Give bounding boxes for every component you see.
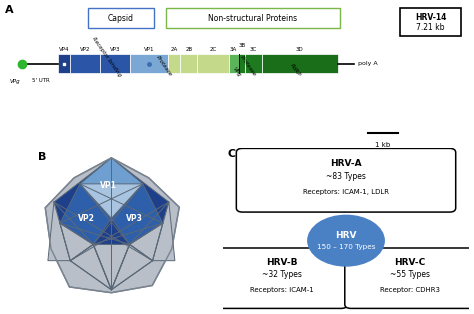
Polygon shape — [45, 158, 179, 293]
Bar — [70, 54, 100, 73]
Text: Receptors: ICAM-1: Receptors: ICAM-1 — [250, 287, 314, 293]
Text: VPg: VPg — [231, 66, 242, 78]
Text: 3D: 3D — [296, 46, 303, 51]
Text: RdRP: RdRP — [289, 63, 301, 78]
Text: VP2: VP2 — [80, 46, 90, 51]
Polygon shape — [93, 244, 129, 290]
Text: B: B — [37, 152, 46, 162]
Polygon shape — [60, 223, 93, 261]
Text: Receptor binding: Receptor binding — [91, 36, 122, 78]
FancyBboxPatch shape — [217, 248, 347, 308]
Polygon shape — [70, 261, 153, 290]
Text: 2C: 2C — [210, 46, 217, 51]
Text: C: C — [228, 149, 236, 159]
Text: HRV-B: HRV-B — [266, 258, 298, 267]
Polygon shape — [80, 158, 143, 218]
Text: VP2: VP2 — [78, 214, 94, 223]
Text: Receptor: CDHR3: Receptor: CDHR3 — [380, 287, 440, 293]
Text: 150 – 170 Types: 150 – 170 Types — [317, 244, 375, 250]
Bar — [245, 54, 262, 73]
Text: ~32 Types: ~32 Types — [262, 270, 302, 279]
Bar — [197, 54, 228, 73]
Text: ~83 Types: ~83 Types — [326, 172, 366, 181]
FancyBboxPatch shape — [165, 8, 340, 28]
Polygon shape — [60, 184, 111, 244]
Circle shape — [308, 215, 384, 266]
FancyBboxPatch shape — [88, 8, 154, 28]
Polygon shape — [48, 202, 70, 261]
Text: Protease: Protease — [239, 55, 257, 78]
Text: 5' UTR: 5' UTR — [32, 78, 49, 83]
Text: VP1: VP1 — [144, 46, 154, 51]
Text: 3C: 3C — [250, 46, 257, 51]
Text: ~55 Types: ~55 Types — [390, 270, 430, 279]
Text: 1 kb: 1 kb — [375, 142, 391, 148]
Text: A: A — [5, 5, 13, 14]
Polygon shape — [111, 184, 163, 244]
Text: VP3: VP3 — [126, 214, 143, 223]
Text: HRV-A: HRV-A — [330, 159, 362, 168]
Polygon shape — [111, 244, 153, 290]
Text: Capsid: Capsid — [108, 14, 134, 23]
Polygon shape — [153, 202, 175, 261]
FancyBboxPatch shape — [237, 149, 456, 212]
Text: 2B: 2B — [185, 46, 192, 51]
Bar — [262, 54, 337, 73]
Text: VPg: VPg — [9, 79, 20, 84]
Text: poly A: poly A — [358, 61, 377, 66]
Bar — [58, 54, 70, 73]
Text: 3B: 3B — [238, 43, 246, 48]
Text: VP4: VP4 — [59, 46, 69, 51]
Text: 2A: 2A — [171, 46, 178, 51]
Text: HRV: HRV — [335, 230, 357, 240]
Bar — [168, 54, 181, 73]
Text: HRV-14: HRV-14 — [415, 13, 446, 22]
Bar — [181, 54, 197, 73]
Polygon shape — [54, 158, 169, 261]
Text: VP1: VP1 — [100, 181, 117, 190]
Text: 3A: 3A — [230, 46, 237, 51]
Bar — [100, 54, 130, 73]
Bar — [228, 54, 239, 73]
Text: Protease: Protease — [155, 55, 173, 78]
Polygon shape — [80, 184, 143, 218]
Bar — [130, 54, 168, 73]
Text: Receptors: ICAM-1, LDLR: Receptors: ICAM-1, LDLR — [303, 189, 389, 195]
Polygon shape — [129, 223, 163, 261]
FancyBboxPatch shape — [345, 248, 474, 308]
Text: VP3: VP3 — [109, 46, 120, 51]
Bar — [239, 54, 245, 73]
Polygon shape — [70, 244, 111, 290]
FancyBboxPatch shape — [400, 8, 461, 35]
Text: Non-structural Proteins: Non-structural Proteins — [209, 14, 298, 23]
Text: 7.21 kb: 7.21 kb — [416, 23, 445, 32]
Text: HRV-C: HRV-C — [394, 258, 426, 267]
